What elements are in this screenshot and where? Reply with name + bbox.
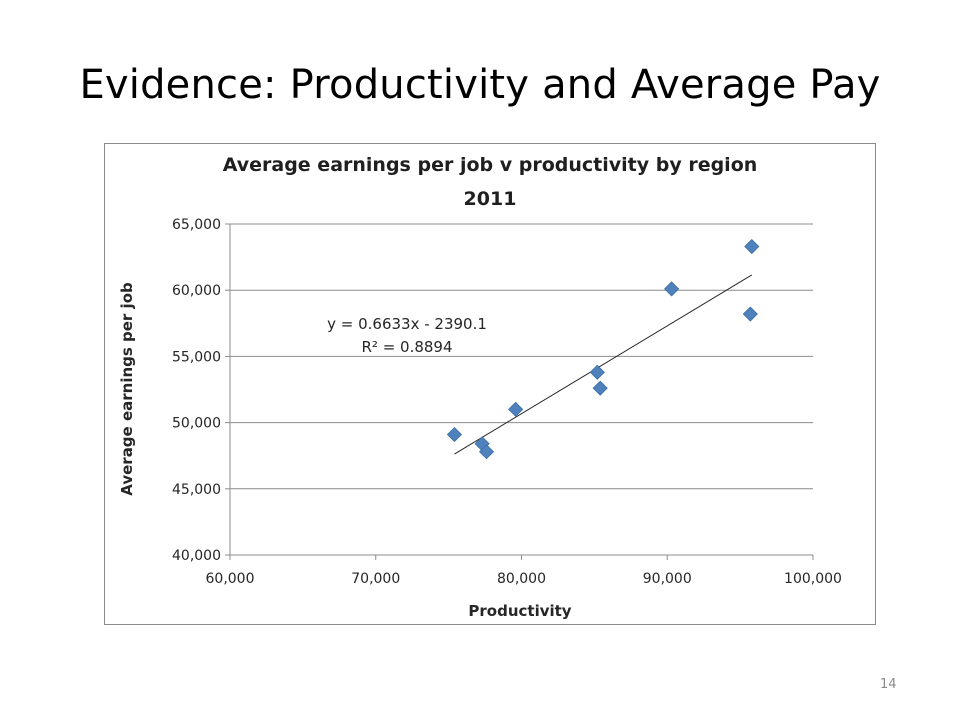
y-tick-label: 65,000	[172, 217, 221, 233]
x-tick-label: 60,000	[206, 571, 255, 587]
data-point	[664, 281, 680, 297]
x-tick-label: 100,000	[784, 571, 842, 587]
slide-title: Evidence: Productivity and Average Pay	[79, 62, 881, 108]
data-point	[478, 444, 495, 460]
trendline-layer	[454, 274, 753, 455]
data-point	[446, 426, 463, 443]
grid-lines	[230, 223, 813, 490]
data-point	[744, 238, 760, 255]
trendline-r-squared: R² = 0.8894	[361, 338, 452, 356]
trendline-equation: y = 0.6633x - 2390.1	[327, 315, 487, 333]
trendline	[454, 274, 753, 455]
chart-frame	[104, 143, 876, 625]
y-tick-label: 40,000	[172, 548, 221, 564]
x-axis-label: Productivity	[468, 602, 571, 620]
x-tick-label: 80,000	[497, 571, 546, 587]
y-tick-label: 45,000	[172, 482, 221, 498]
y-axis-label: Average earnings per job	[118, 282, 136, 496]
chart-subtitle: 2011	[463, 188, 517, 210]
data-points	[446, 238, 760, 460]
data-point	[589, 364, 605, 380]
data-point	[742, 306, 758, 322]
data-point	[508, 401, 524, 417]
y-tick-label: 55,000	[172, 349, 221, 365]
y-tick-label: 60,000	[172, 283, 221, 299]
axes	[225, 223, 814, 560]
x-tick-label: 90,000	[643, 571, 692, 587]
data-point	[592, 380, 608, 396]
x-tick-label: 70,000	[351, 571, 400, 587]
slide-number: 14	[880, 677, 897, 692]
y-tick-label: 50,000	[172, 416, 221, 432]
chart-title: Average earnings per job v productivity …	[222, 154, 758, 176]
tick-labels: 40,000 45,000 50,000 55,000 60,000 65,000 60,0…	[172, 217, 842, 587]
